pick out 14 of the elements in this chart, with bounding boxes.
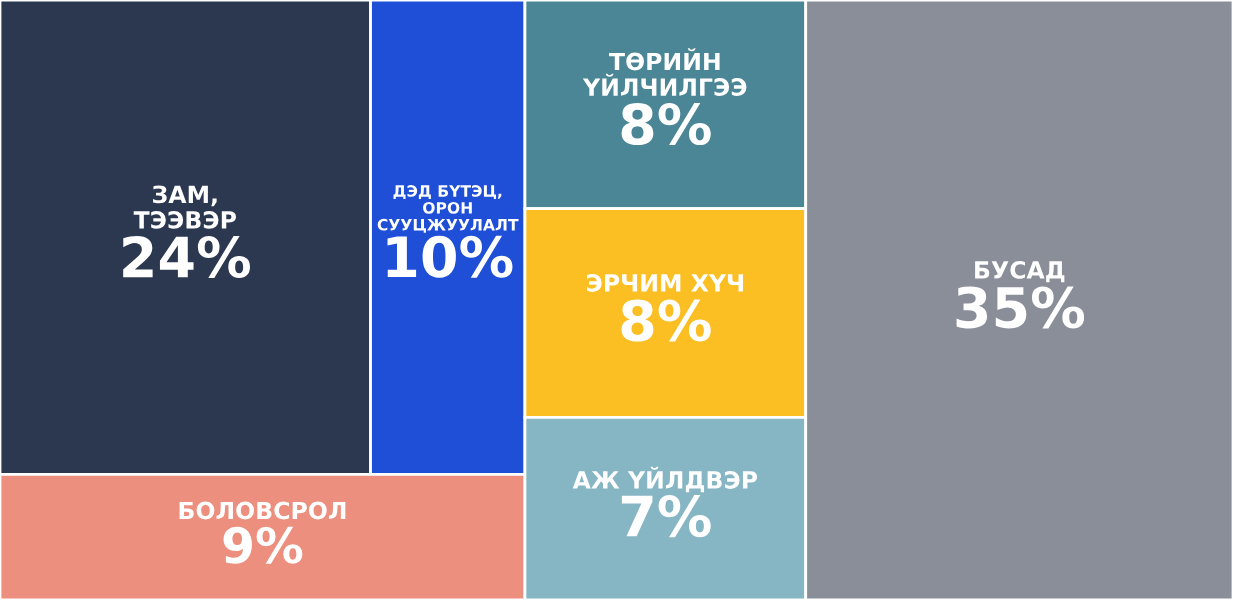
- data-label: 8%: [621, 299, 711, 342]
- category-label: ТӨРИЙН ҮЙЛЧИЛГЭЭ: [582, 48, 747, 96]
- data-label: 7%: [621, 495, 711, 538]
- category-label: ЭРЧИМ ХҮЧ: [587, 274, 743, 292]
- data-label: 24%: [123, 235, 250, 278]
- data-label: 10%: [387, 235, 513, 278]
- category-label: ЗАМ, ТЭЭВЭР: [133, 185, 236, 229]
- data-label: 8%: [621, 103, 711, 146]
- category-label: БОЛОВСРОЛ: [179, 501, 346, 520]
- category-label: ДЭД БҮТЭЦ, ОРОН СУУЦЖУУЛАЛТ: [377, 185, 519, 233]
- category-label: БУСАД: [975, 260, 1065, 283]
- data-label: 35%: [956, 286, 1085, 329]
- category-label: АЖ ҮЙЛДВЭР: [572, 466, 758, 493]
- data-label: 9%: [223, 526, 303, 564]
